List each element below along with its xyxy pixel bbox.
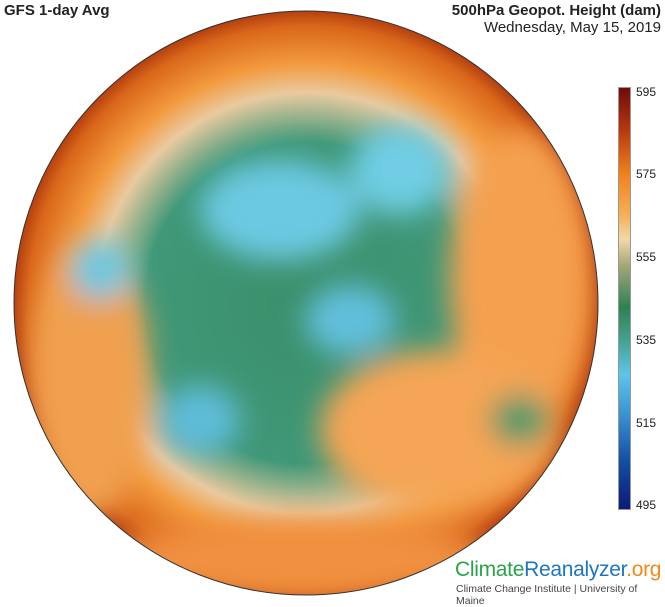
product-title: GFS 1-day Avg xyxy=(4,2,110,19)
polar-map xyxy=(13,10,599,596)
colorbar-tick: 515 xyxy=(636,416,657,430)
date-label: Wednesday, May 15, 2019 xyxy=(483,19,661,36)
colorbar-tick: 535 xyxy=(636,333,657,347)
variable-title: 500hPa Geopot. Height (dam) xyxy=(451,2,661,19)
colorbar-tick: 495 xyxy=(636,498,657,512)
globe-outline xyxy=(13,10,599,596)
colorbar-tick: 555 xyxy=(636,250,657,264)
climate-reanalyzer-logo[interactable]: ClimateReanalyzer.org xyxy=(455,558,661,582)
institution-label: Climate Change Institute | University of… xyxy=(456,583,638,607)
logo-part: .org xyxy=(626,558,662,581)
colorbar-tick: 575 xyxy=(636,167,657,181)
colorbar xyxy=(618,87,631,510)
logo-part: Climate xyxy=(455,558,525,581)
colorbar-tick: 595 xyxy=(636,85,657,99)
variable-header: 500hPa Geopot. Height (dam) Wednesday, M… xyxy=(452,2,661,36)
logo-part: Reanalyzer xyxy=(524,558,627,581)
